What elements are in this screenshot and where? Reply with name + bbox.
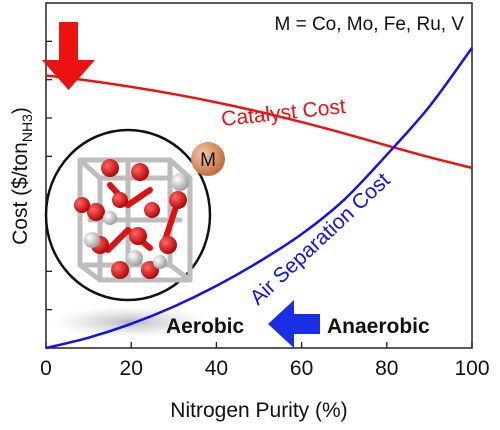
x-axis-label: Nitrogen Purity (%) xyxy=(170,399,347,422)
x-tick-label: 100 xyxy=(454,357,489,380)
crystal-structure-icon xyxy=(44,128,212,302)
y-axis-ticks xyxy=(46,40,52,311)
y-axis-label: Cost ($/tonNH3) xyxy=(9,107,35,245)
plot-frame xyxy=(45,2,473,349)
x-tick-labels: 0 20 40 60 80 100 xyxy=(40,357,489,380)
series-line-catalyst-cost xyxy=(45,74,473,170)
x-tick-label: 80 xyxy=(375,357,398,380)
metal-sphere-icon xyxy=(191,142,225,176)
x-tick-label: 60 xyxy=(290,357,313,380)
blue-left-arrow-icon xyxy=(268,300,320,348)
x-axis-ticks xyxy=(45,342,473,348)
aerobic-label: Aerobic xyxy=(166,315,245,338)
metals-label: M = Co, Mo, Fe, Ru, V xyxy=(274,14,464,35)
x-tick-label: 20 xyxy=(120,357,143,380)
aerobic-shadow xyxy=(50,306,210,338)
series-label-catalyst-cost: Catalyst Cost xyxy=(220,95,347,131)
x-tick-label: 40 xyxy=(205,357,228,380)
red-down-arrow-icon xyxy=(42,22,95,90)
anaerobic-label: Anaerobic xyxy=(327,315,430,338)
x-tick-label: 0 xyxy=(40,357,52,380)
series-label-air-separation-cost: Air Separation Cost xyxy=(246,169,395,310)
series-line-air-separation-cost xyxy=(45,47,474,350)
metal-marker-label: M xyxy=(200,150,216,171)
